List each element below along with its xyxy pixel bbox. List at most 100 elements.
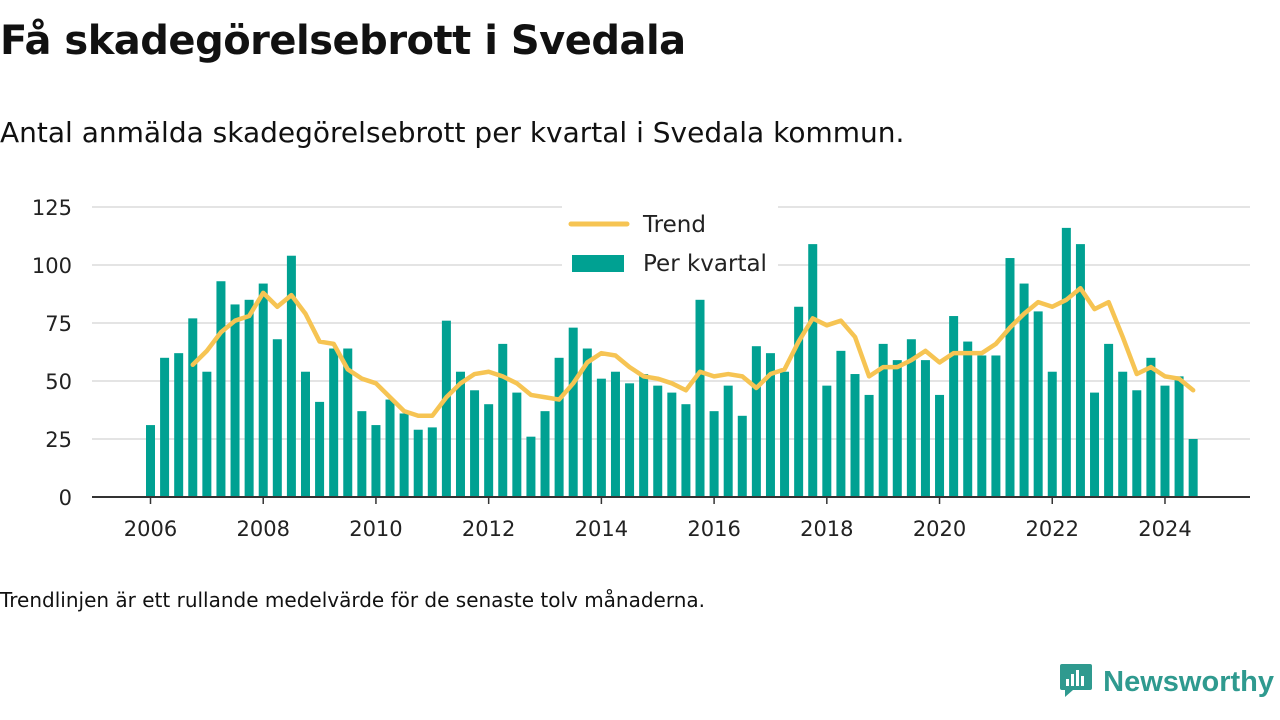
bar (1075, 244, 1085, 497)
legend-bar-swatch (572, 255, 624, 272)
legend-bar-label: Per kvartal (643, 251, 767, 277)
bar (399, 413, 409, 497)
bar (1160, 385, 1170, 497)
bar (920, 360, 930, 497)
bar (272, 339, 282, 497)
legend: Trend Per kvartal (562, 206, 778, 286)
bar (822, 385, 832, 497)
bar (1090, 392, 1100, 497)
bar (554, 357, 564, 497)
x-tick-label: 2006 (124, 517, 177, 540)
bar (681, 404, 691, 497)
bar (1047, 371, 1057, 497)
bar (878, 343, 888, 497)
bar (315, 401, 325, 497)
bar (160, 357, 170, 497)
bar (230, 304, 240, 497)
bar (892, 360, 902, 497)
bar (751, 346, 761, 497)
brand-name: Newsworthy (1103, 665, 1274, 698)
bar (568, 327, 578, 497)
y-tick-label: 125 (32, 196, 72, 220)
bar (1005, 258, 1015, 497)
bar (850, 374, 860, 497)
bar (455, 371, 465, 497)
bar (286, 255, 296, 497)
bar (484, 404, 494, 497)
bar (244, 299, 254, 497)
x-tick-label: 2024 (1138, 517, 1191, 540)
legend-trend-label: Trend (642, 212, 706, 238)
bar (625, 383, 635, 497)
bar (146, 425, 155, 497)
bar (1033, 311, 1043, 497)
x-axis-ticks: 2006 2008 2010 2012 2014 2016 2018 2020 2022 2024 (124, 497, 1192, 540)
bar (470, 390, 480, 497)
bar (174, 353, 184, 497)
bar (935, 394, 945, 497)
brand: Newsworthy (1059, 662, 1274, 702)
bar (653, 385, 663, 497)
bar (906, 339, 916, 497)
bar (357, 411, 367, 497)
trend-line-group (190, 285, 1196, 419)
bar (343, 348, 353, 497)
bar (441, 320, 451, 497)
bar (808, 244, 818, 497)
y-tick-label: 75 (45, 312, 72, 336)
bar (610, 371, 620, 497)
bar (385, 399, 395, 497)
bar (300, 371, 310, 497)
y-tick-label: 50 (45, 370, 72, 394)
bar (258, 283, 268, 497)
x-tick-label: 2020 (913, 517, 966, 540)
bar (413, 429, 423, 497)
bar (780, 371, 790, 497)
bar (1174, 376, 1184, 497)
bar (794, 306, 804, 497)
bar (737, 415, 747, 497)
bar (526, 436, 536, 497)
x-tick-label: 2012 (462, 517, 515, 540)
bar (1146, 357, 1156, 497)
bar (596, 378, 606, 497)
x-tick-label: 2022 (1026, 517, 1079, 540)
bar (836, 350, 846, 497)
bar (216, 281, 226, 497)
bar (371, 425, 381, 497)
chart-title: Få skadegörelsebrott i Svedala (0, 18, 686, 64)
bar (188, 318, 198, 497)
x-tick-label: 2014 (575, 517, 628, 540)
y-tick-label: 100 (32, 254, 72, 278)
y-axis-ticks: 0 25 50 75 100 125 (32, 196, 72, 510)
bar (723, 385, 733, 497)
bar (667, 392, 677, 497)
bar (695, 299, 705, 497)
bar (1019, 283, 1029, 497)
trend-line (190, 285, 1196, 419)
bar (582, 348, 592, 497)
bar (639, 374, 649, 497)
bar (991, 355, 1001, 497)
bar (1104, 343, 1114, 497)
bar (329, 348, 339, 497)
bar (1118, 371, 1128, 497)
bar (765, 353, 775, 497)
bar (540, 411, 550, 497)
bar (709, 411, 719, 497)
y-tick-label: 0 (59, 486, 72, 510)
bar (864, 394, 874, 497)
newsworthy-logo-icon (1059, 662, 1093, 702)
x-tick-label: 2010 (349, 517, 402, 540)
bar (1188, 439, 1198, 497)
bar (1132, 390, 1142, 497)
chart-subtitle: Antal anmälda skadegörelsebrott per kvar… (0, 116, 905, 149)
y-tick-label: 25 (45, 428, 72, 452)
x-tick-label: 2016 (687, 517, 740, 540)
bar (977, 355, 987, 497)
x-tick-label: 2018 (800, 517, 853, 540)
bar (498, 343, 508, 497)
bar (1061, 227, 1071, 497)
bar (427, 427, 437, 497)
